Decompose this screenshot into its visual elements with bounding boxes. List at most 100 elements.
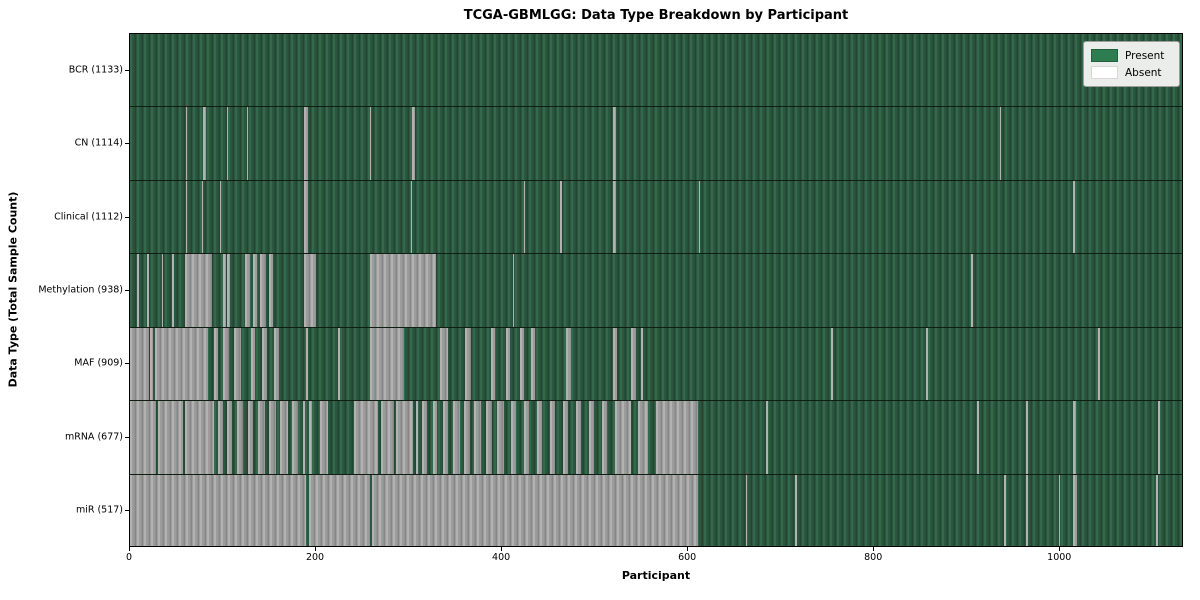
absent-segment [1026, 401, 1028, 474]
absent-segment [258, 401, 265, 474]
x-tick-label-600: 600 [678, 552, 697, 563]
absent-segment [280, 401, 288, 474]
absent-segment [1003, 474, 1006, 546]
absent-segment [220, 180, 221, 254]
absent-segment [422, 401, 428, 474]
absent-segment [510, 401, 517, 474]
absent-segment [1157, 401, 1160, 474]
absent-segment [1026, 474, 1028, 546]
x-tick-mark [501, 547, 503, 551]
absent-segment [369, 254, 437, 327]
y-tick-label-mRNA: mRNA (677) [64, 431, 123, 443]
absent-segment [150, 327, 154, 401]
absent-segment [155, 327, 208, 401]
absent-segment [246, 107, 248, 180]
plot-area [129, 33, 1183, 547]
absent-segment [1000, 107, 1001, 180]
absent-segment [766, 401, 768, 474]
absent-segment [303, 107, 309, 180]
absent-segment [245, 254, 250, 327]
absent-segment [1156, 474, 1158, 546]
y-tick-label-CN: CN (1114) [74, 137, 123, 149]
absent-segment [1058, 474, 1061, 546]
absent-segment [474, 401, 481, 474]
legend-present-label: Present [1125, 49, 1165, 62]
y-tick-mark [125, 363, 129, 365]
absent-segment [699, 180, 701, 254]
absent-segment [612, 180, 616, 254]
absent-segment [464, 401, 470, 474]
y-tick-mark [125, 436, 129, 438]
absent-segment [250, 327, 256, 401]
absent-segment [1073, 180, 1076, 254]
absent-segment [203, 107, 207, 180]
absent-segment [523, 180, 525, 254]
absent-segment [261, 327, 268, 401]
absent-segment [566, 327, 572, 401]
absent-segment [536, 401, 543, 474]
absent-segment [491, 327, 495, 401]
absent-segment [976, 401, 979, 474]
absent-segment [396, 401, 414, 474]
absent-segment [432, 401, 438, 474]
absent-segment [184, 401, 214, 474]
absent-segment [531, 327, 535, 401]
x-tick-mark [315, 547, 317, 551]
absent-segment [130, 474, 307, 546]
absent-segment [292, 401, 299, 474]
absent-segment [130, 327, 149, 401]
x-tick-label-1000: 1000 [1047, 552, 1072, 563]
absent-segment [559, 180, 562, 254]
absent-segment [161, 254, 164, 327]
absent-segment [415, 401, 418, 474]
absent-segment [465, 327, 471, 401]
legend-absent-swatch [1091, 66, 1118, 79]
absent-segment [137, 254, 140, 327]
absent-segment [184, 254, 212, 327]
absent-segment [185, 180, 187, 254]
absent-segment [306, 327, 309, 401]
absent-segment [309, 474, 371, 546]
absent-segment [655, 401, 699, 474]
absent-segment [252, 254, 258, 327]
absent-segment [637, 401, 649, 474]
absent-segment [512, 254, 515, 327]
legend-item-absent: Absent [1091, 64, 1171, 81]
absent-segment [831, 327, 833, 401]
x-tick-label-800: 800 [864, 552, 883, 563]
absent-segment [303, 254, 316, 327]
heatmap-row-mRNA [130, 401, 1182, 475]
absent-segment [640, 327, 643, 401]
absent-segment [236, 401, 244, 474]
absent-segment [380, 401, 394, 474]
absent-segment [612, 107, 616, 180]
y-tick-mark [125, 216, 129, 218]
absent-segment [1073, 474, 1078, 546]
x-tick-mark [687, 547, 689, 551]
y-tick-mark [125, 69, 129, 71]
y-tick-mark [125, 510, 129, 512]
absent-segment [575, 401, 582, 474]
absent-segment [227, 107, 229, 180]
absent-segment [506, 327, 510, 401]
absent-segment [745, 474, 748, 546]
absent-segment [523, 401, 530, 474]
heatmap-row-miR [130, 474, 1182, 546]
absent-segment [269, 254, 273, 327]
heatmap-row-MAF [130, 327, 1182, 402]
absent-segment [320, 401, 328, 474]
absent-segment [130, 401, 156, 474]
x-tick-mark [873, 547, 875, 551]
y-tick-mark [125, 290, 129, 291]
absent-segment [440, 327, 448, 401]
absent-segment [213, 327, 219, 401]
heatmap-row-CN [130, 107, 1182, 181]
absent-segment [370, 107, 372, 180]
x-tick-label-400: 400 [492, 552, 511, 563]
absent-segment [269, 401, 276, 474]
absent-segment [157, 401, 183, 474]
absent-segment [411, 180, 413, 254]
heatmap-row-Clinical [130, 180, 1182, 255]
legend-absent-label: Absent [1125, 66, 1162, 79]
absent-segment [496, 401, 505, 474]
